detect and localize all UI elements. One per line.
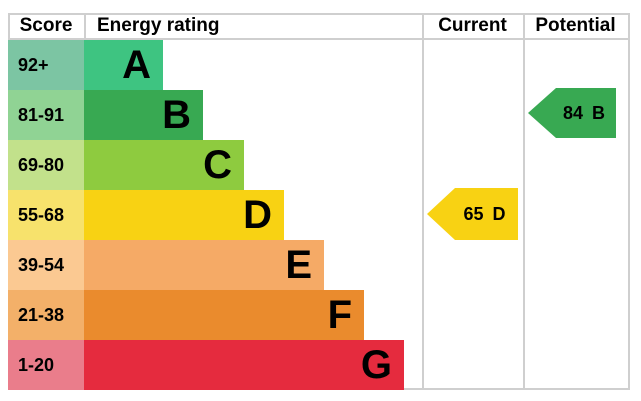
band-letter: B xyxy=(162,93,191,137)
band-row-c: 69-80 C xyxy=(8,140,244,190)
band-row-d: 55-68 D xyxy=(8,190,284,240)
header-potential-label: Potential xyxy=(535,15,616,36)
current-column-divider xyxy=(422,13,424,390)
band-letter: A xyxy=(122,43,151,87)
score-range-label: 21-38 xyxy=(18,304,65,325)
band-row-g: 1-20 G xyxy=(8,340,404,390)
potential-rating-value: 84 xyxy=(562,102,584,123)
score-range-label: 55-68 xyxy=(18,204,65,225)
score-cell: 69-80 xyxy=(8,140,84,190)
current-rating-arrow: 65 D xyxy=(427,188,518,240)
potential-rating-arrow: 84 B xyxy=(528,88,616,138)
band-row-f: 21-38 F xyxy=(8,290,364,340)
score-column-divider xyxy=(84,13,86,40)
band-letter: C xyxy=(203,143,232,187)
score-cell: 55-68 xyxy=(8,190,84,240)
table-right-border xyxy=(628,13,630,390)
score-range-label: 81-91 xyxy=(18,104,65,125)
rating-bar: A xyxy=(84,40,163,90)
rating-bar: B xyxy=(84,90,203,140)
potential-rating-band: B xyxy=(592,102,606,123)
current-rating-value: 65 xyxy=(463,203,484,224)
band-letter: E xyxy=(285,243,312,287)
header-divider xyxy=(8,38,630,40)
band-row-b: 81-91 B xyxy=(8,90,203,140)
score-cell: 81-91 xyxy=(8,90,84,140)
band-row-e: 39-54 E xyxy=(8,240,324,290)
score-cell: 39-54 xyxy=(8,240,84,290)
score-range-label: 1-20 xyxy=(18,354,55,375)
table-top-border xyxy=(8,13,630,15)
score-cell: 92+ xyxy=(8,40,84,90)
band-letter: F xyxy=(327,293,352,337)
header-current-label: Current xyxy=(438,15,507,36)
current-rating-band: D xyxy=(492,203,506,224)
rating-bar: E xyxy=(84,240,324,290)
score-cell: 21-38 xyxy=(8,290,84,340)
potential-column-divider xyxy=(523,13,525,390)
score-range-label: 92+ xyxy=(18,54,49,75)
band-letter: G xyxy=(360,343,392,387)
score-cell: 1-20 xyxy=(8,340,84,390)
score-range-label: 39-54 xyxy=(18,254,65,275)
score-range-label: 69-80 xyxy=(18,154,65,175)
rating-bar: G xyxy=(84,340,404,390)
rating-bar: C xyxy=(84,140,244,190)
header-energy-rating-label: Energy rating xyxy=(97,15,220,36)
band-row-a: 92+ A xyxy=(8,40,163,90)
rating-bar: D xyxy=(84,190,284,240)
rating-bar: F xyxy=(84,290,364,340)
header-score-label: Score xyxy=(19,15,73,36)
band-letter: D xyxy=(243,193,272,237)
